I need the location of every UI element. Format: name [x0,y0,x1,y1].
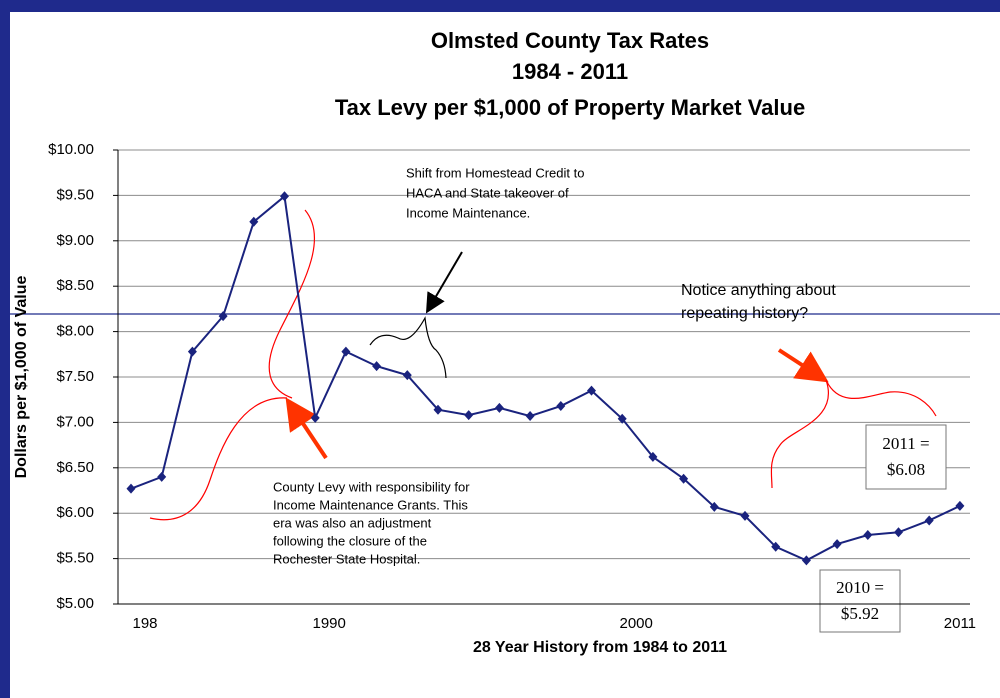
annotation: Income Maintenance. [406,205,530,220]
marker [280,191,289,202]
annotation: $5.92 [841,604,879,623]
chart-title: Tax Levy per $1,000 of Property Market V… [335,95,805,120]
marker [341,346,351,357]
marker [771,541,781,552]
marker [894,527,903,538]
callout-box [819,569,901,633]
marker [587,385,596,396]
curve [268,209,316,399]
marker [525,411,535,422]
marker [617,413,627,424]
marker [679,473,689,484]
marker [924,515,934,526]
curve [770,379,829,489]
marker [464,410,474,421]
marker [556,401,566,412]
y-tick-label: $6.50 [56,459,94,476]
marker [832,539,842,550]
brace [369,316,447,379]
annotation: County Levy with responsibility for [273,479,470,494]
marker [801,555,811,566]
chart-title: 1984 - 2011 [512,59,628,84]
arrow [425,251,463,314]
marker [249,216,259,227]
marker [126,483,136,494]
x-tick-label: 2011 [944,615,976,632]
y-axis-label: Dollars per $1,000 of Value [13,276,30,479]
annotation: Shift from Homestead Credit to [406,165,584,180]
annotation: following the closure of the [273,533,427,548]
callout-box [865,424,947,490]
annotation: 2010 = [836,578,884,597]
chart-title: Olmsted County Tax Rates [431,28,709,53]
annotation: 2011 = [882,434,929,453]
x-tick-label: 198 [132,615,157,632]
y-tick-label: $5.00 [56,595,94,612]
y-tick-label: $5.50 [56,550,94,567]
marker [187,346,197,357]
x-axis-label: 28 Year History from 1984 to 2011 [473,639,727,656]
annotation: Rochester State Hospital. [273,551,420,566]
marker [955,500,965,511]
arrow [777,348,829,383]
marker [218,311,228,322]
annotation: HACA and State takeover of [406,185,569,200]
y-tick-label: $7.50 [56,368,94,385]
marker [402,370,412,381]
annotation: era was also an adjustment [273,515,432,530]
y-tick-label: $9.00 [56,232,94,249]
y-tick-label: $8.00 [56,323,94,340]
annotation: Notice anything about [681,282,836,299]
line [130,194,961,562]
marker [157,471,167,482]
y-tick-label: $7.00 [56,413,94,430]
marker [310,412,320,423]
x-tick-label: 2000 [620,615,653,632]
y-tick-label: $6.00 [56,504,94,521]
annotation: Income Maintenance Grants. This [273,497,468,512]
marker [709,501,719,512]
marker [433,404,443,415]
y-tick-label: $9.50 [56,186,94,203]
y-tick-label: $8.50 [56,277,94,294]
x-tick-label: 1990 [313,615,346,632]
marker [863,529,873,540]
marker [648,451,658,462]
curve [149,397,288,521]
curve [825,379,937,417]
annotation: repeating history? [681,305,808,322]
decorations [10,209,1000,633]
annotation: $6.08 [887,460,925,479]
marker [740,510,750,521]
marker [372,361,382,372]
marker [494,402,504,413]
y-tick-label: $10.00 [48,141,94,158]
arrow [285,397,328,460]
